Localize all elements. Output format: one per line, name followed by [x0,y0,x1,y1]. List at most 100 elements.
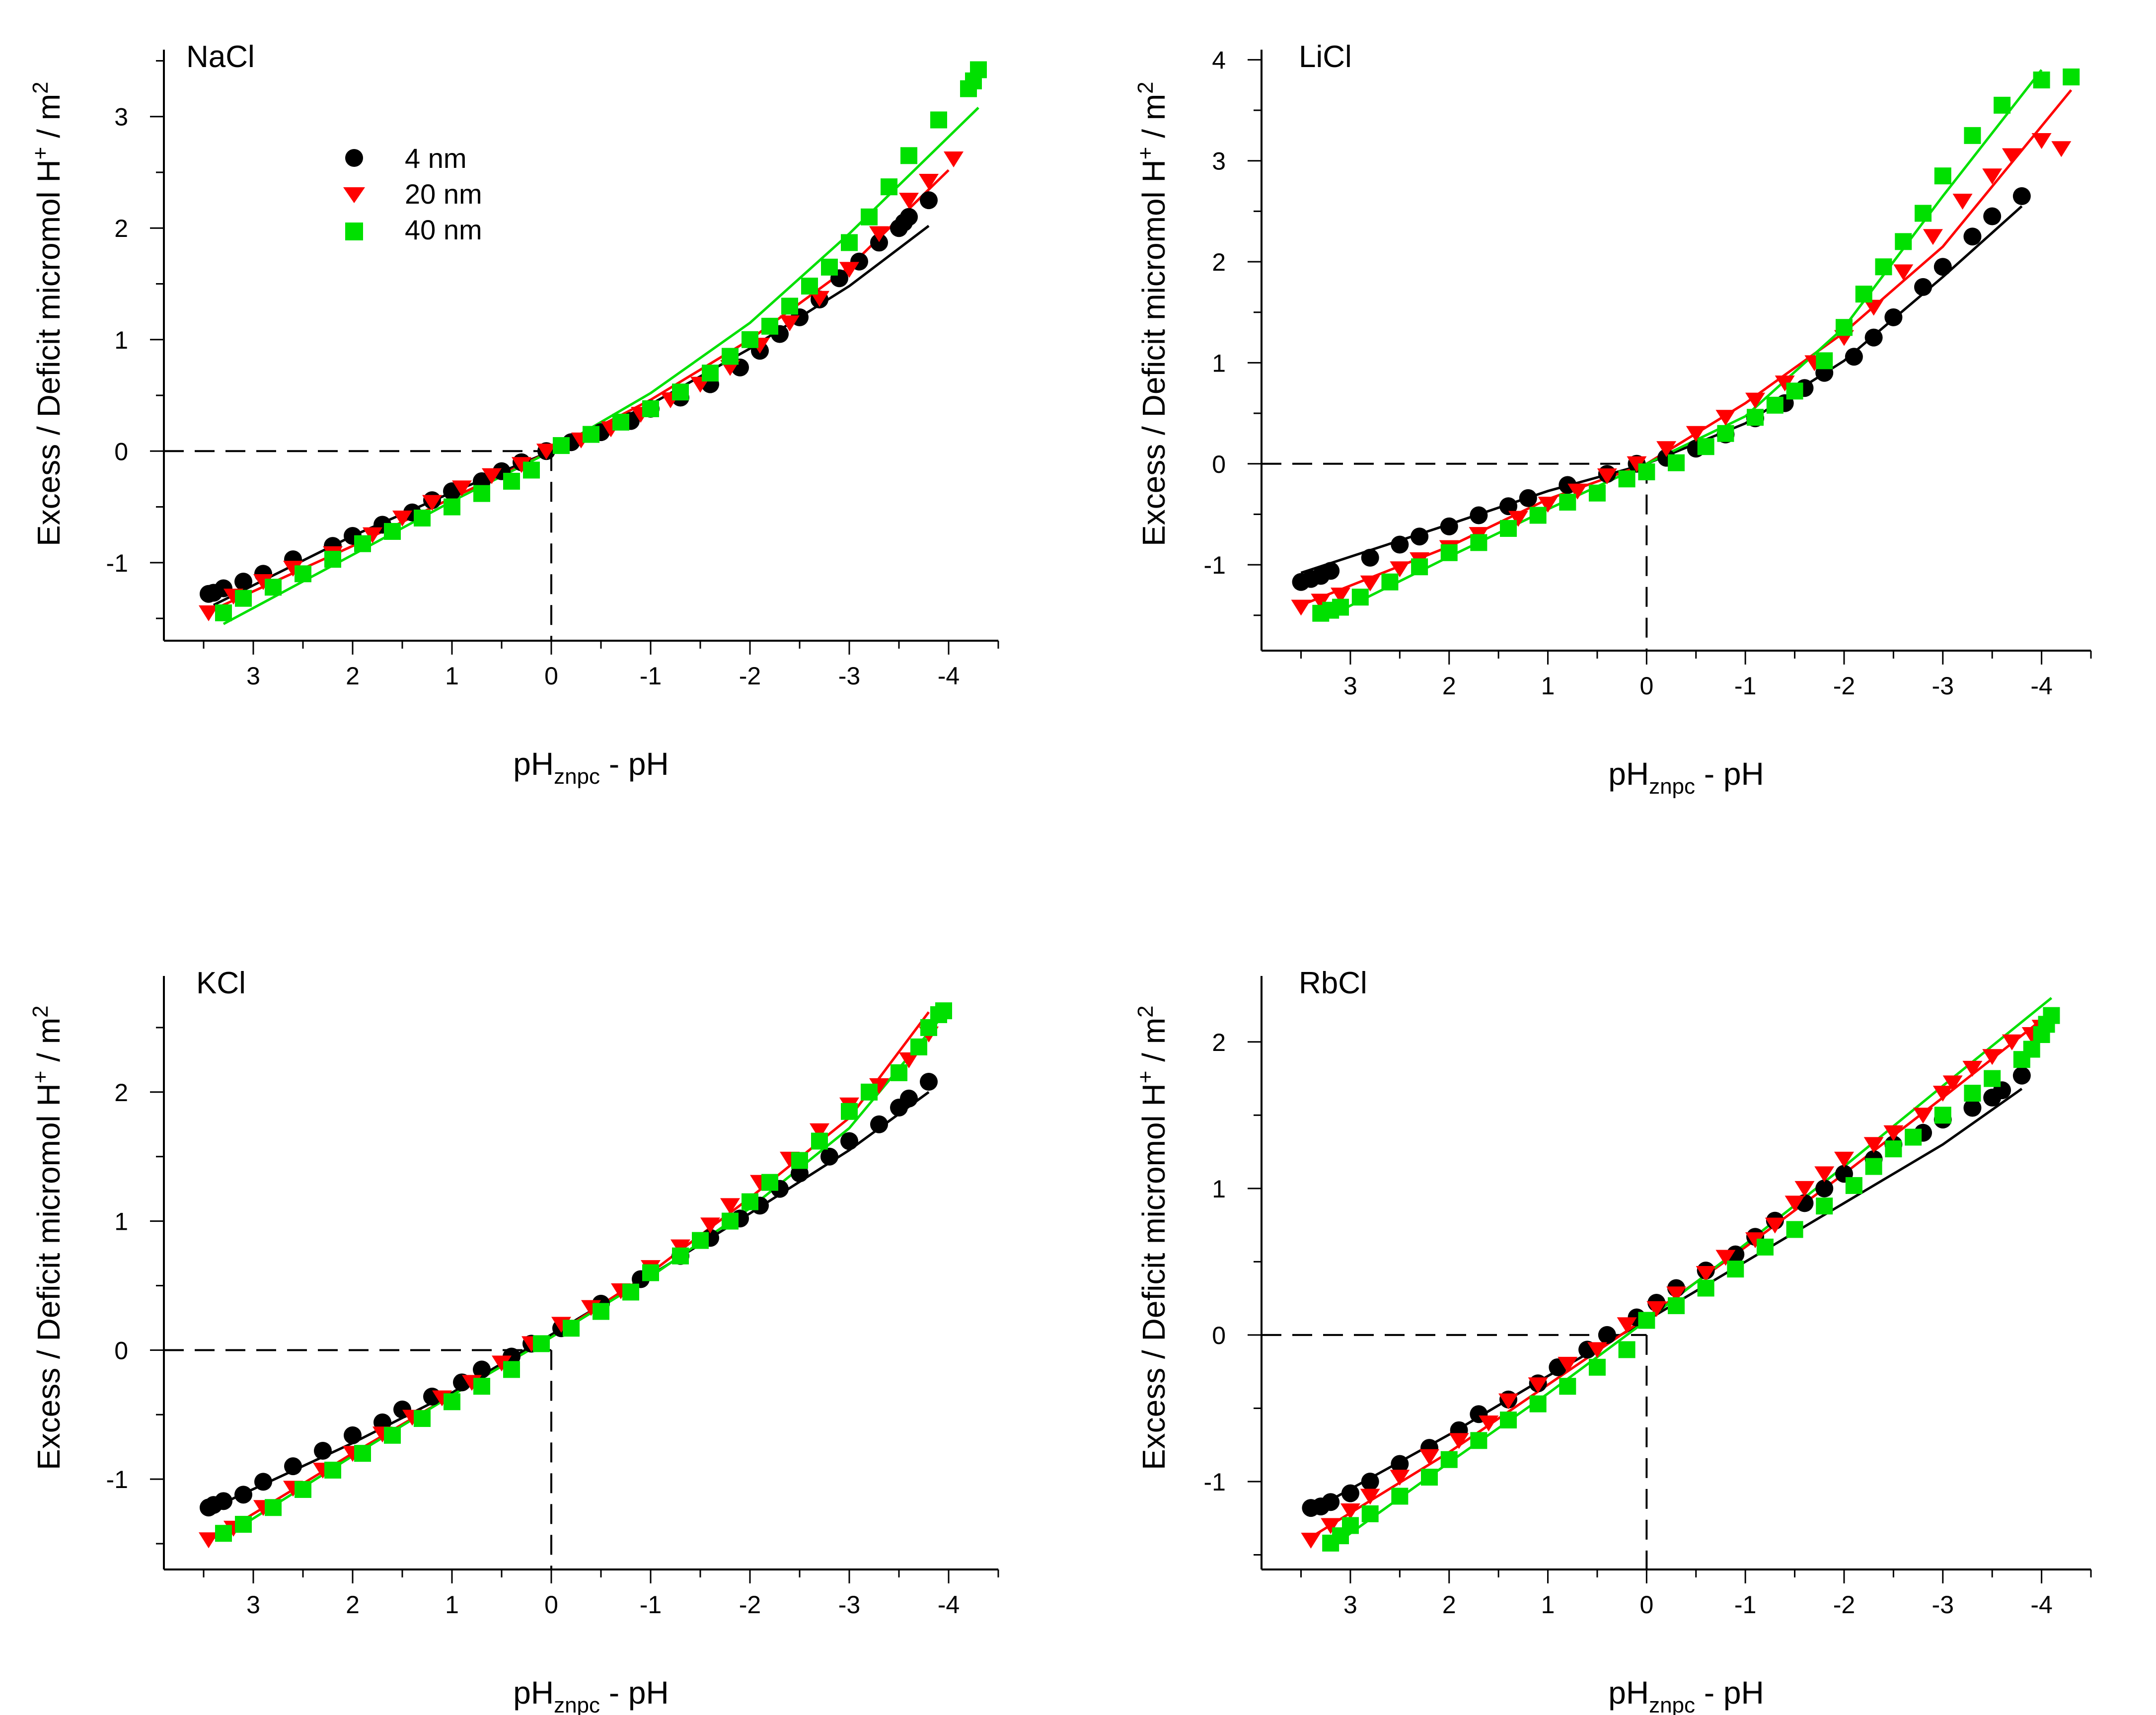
point-20nm [482,468,502,484]
point-40nm [235,590,252,607]
point-4nm [1963,227,1982,246]
point-40nm [553,437,570,454]
point-20nm [899,1052,919,1068]
point-40nm [900,147,917,164]
point-4nm [840,1132,858,1150]
legend: 4 nm 20 nm 40 nm [343,143,482,245]
point-40nm [1618,1341,1636,1358]
point-40nm [1964,127,1981,144]
fit-line-4nm [1300,205,2023,574]
y-axis-title: Excess / Deficit micromol H+ / m2 [28,1005,67,1470]
point-40nm [1500,1412,1517,1429]
y-tick-label: 1 [114,1208,128,1236]
point-20nm [392,511,412,527]
x-tick-label: 2 [1442,1591,1456,1619]
point-20nm [1449,1433,1469,1449]
point-40nm [414,1410,431,1427]
y-axis-title: Excess / Deficit micromol H+ / m2 [1133,1005,1172,1470]
point-20nm [492,1355,512,1372]
point-20nm [1962,1060,1983,1077]
point-40nm [295,1481,311,1498]
point-20nm [2002,1034,2022,1050]
point-40nm [1994,96,2011,114]
y-tick-label: 2 [1212,248,1226,276]
x-tick-label: -4 [2030,672,2052,700]
point-20nm [536,444,556,460]
point-20nm [1686,426,1706,442]
point-20nm [1301,1532,1321,1549]
legend-marker-40nm [345,223,363,240]
point-40nm [672,383,689,401]
point-40nm [742,331,758,348]
point-40nm [324,1461,341,1479]
point-40nm [1332,598,1349,616]
point-20nm [1913,1108,1933,1124]
point-40nm [215,604,232,621]
panel-title: KCl [196,966,246,1000]
x-tick-label: -3 [838,662,860,690]
point-20nm [1498,1393,1519,1410]
point-40nm [1756,1238,1774,1256]
point-20nm [1656,441,1677,457]
point-40nm [533,1335,550,1352]
point-40nm [2033,72,2050,89]
point-40nm [1895,233,1912,250]
point-40nm [1905,1128,1922,1146]
x-tick-label: 2 [1442,672,1456,700]
panel-nacl: NaCl 4 nm 20 nm 40 nm 3 2 1 0 -1 -2 -3 -4 -1 0 1 2 3… [28,40,999,789]
point-40nm [1984,1070,2001,1087]
point-40nm [1845,1177,1862,1194]
point-40nm [702,365,719,382]
point-20nm [899,193,919,209]
point-40nm [1559,494,1576,511]
point-20nm [1952,194,1973,210]
point-40nm [970,61,987,78]
point-40nm [1915,205,1932,222]
point-40nm [235,1516,252,1533]
y-tick-label: 2 [114,215,128,242]
point-20nm [1587,1342,1607,1358]
y-tick-label: 0 [114,438,128,465]
point-40nm [2023,1041,2040,1058]
point-20nm [1775,375,1795,392]
point-4nm [473,1360,491,1379]
point-40nm [1638,463,1655,481]
x-tick-label: 1 [445,1591,459,1619]
point-40nm [1697,438,1714,455]
point-4nm [1864,328,1883,347]
point-4nm [2012,187,2031,205]
point-4nm [234,1486,252,1504]
point-20nm [944,151,964,168]
x-tick-label: -3 [838,1591,860,1619]
fit-line-40nm [1320,69,2043,622]
point-40nm [1351,589,1369,606]
x-tick-label: 2 [346,662,360,690]
point-20nm [2031,133,2052,149]
point-4nm [1440,517,1458,535]
point-40nm [1391,1488,1409,1505]
x-tick-label: -1 [1734,1591,1756,1619]
y-tick-label: -1 [1204,551,1226,579]
x-tick-label: -4 [938,662,960,690]
point-40nm [722,1212,739,1230]
panel-title: RbCl [1299,966,1367,1000]
point-40nm [1559,1378,1576,1395]
point-20nm [1528,1377,1548,1394]
x-tick-label: -2 [739,1591,761,1619]
panel-licl: LiCl 3 2 1 0 -1 -2 -3 -4 -1 0 1 2 3 4 pHznpc - pH Exces… [1133,40,2092,799]
point-4nm [1411,527,1429,546]
x-tick-label: -3 [1932,1591,1954,1619]
point-40nm [1855,286,1872,303]
point-40nm [1618,470,1636,488]
point-40nm [414,510,431,527]
point-40nm [1865,1158,1882,1175]
point-20nm [1360,1489,1380,1505]
point-4nm [1933,258,1952,276]
point-40nm [1717,425,1734,442]
point-20nm [919,173,939,190]
x-tick-label: 0 [544,662,558,690]
point-40nm [444,498,460,516]
point-4nm [254,1473,272,1491]
panel-kcl: KCl 3 2 1 0 -1 -2 -3 -4 -1 0 1 2 pHznpc - pH Excess /… [28,966,999,1715]
point-20nm [1331,588,1351,604]
